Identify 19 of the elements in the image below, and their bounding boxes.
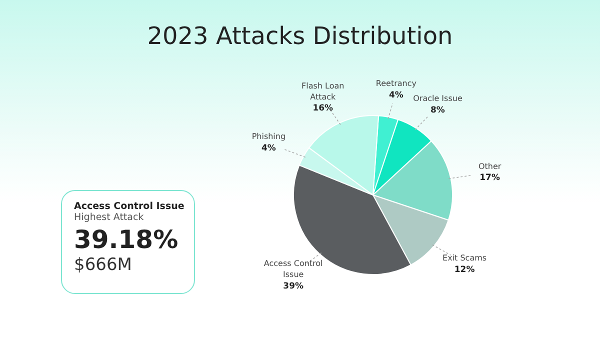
chart-title: 2023 Attacks Distribution [146,22,454,50]
text: Access Control Issue [74,201,186,212]
data-label: 17% [480,172,500,183]
slice-label: Oracle Issue [413,94,462,104]
text: Highest Attack [74,212,145,223]
slice-label: Reetrancy [376,79,417,88]
data-label: 4% [388,90,404,100]
slice-label: Other [478,162,502,171]
data-label: 12% [454,264,476,275]
data-label: 39% [283,281,304,292]
text: 39.18% [74,225,180,255]
slice-label: Exit Scams [442,254,487,263]
slice-label: Phishing [252,132,286,142]
slice-label: Flash Loan Attack [302,81,344,102]
data-label: 8% [430,105,446,116]
slice-label: Access Control Issue [264,259,323,280]
text: $666M [74,255,133,275]
data-label: 16% [312,104,334,114]
data-label: 4% [261,143,276,154]
